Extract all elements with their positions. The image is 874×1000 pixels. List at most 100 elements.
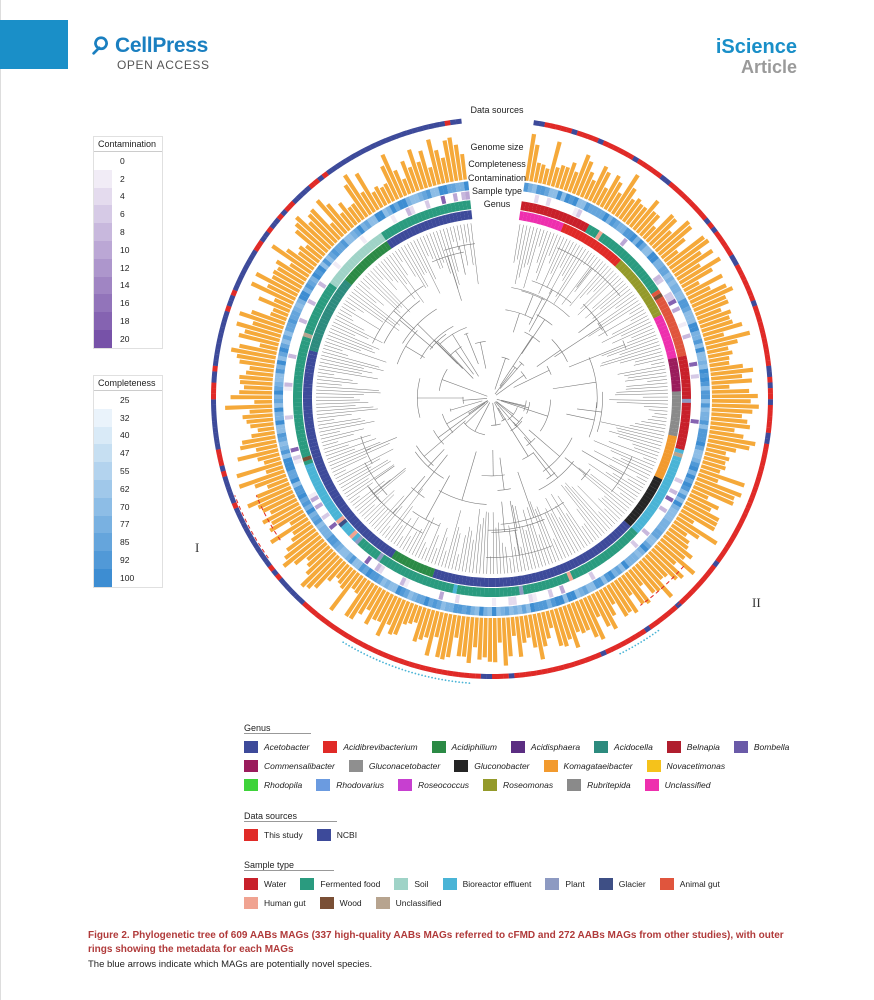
genome-size-bar (641, 557, 664, 580)
genus-label: Rhodopila (264, 780, 303, 790)
completeness-ring-segment (630, 551, 640, 562)
tree-leaf-branch (648, 409, 668, 412)
genus-legend-item: Acetobacter (244, 740, 309, 754)
genus-ring-segment (396, 233, 404, 243)
genome-size-bar (241, 435, 276, 445)
data-source-ring-segment (335, 161, 343, 169)
completeness-ring-segment (301, 499, 312, 508)
genus-ring-segment (557, 221, 565, 232)
novel-species-arrow-mark (382, 661, 384, 664)
sample-type-ring-segment (336, 270, 347, 279)
contamination-ring-segment (285, 422, 295, 429)
genome-size-bar (555, 164, 566, 189)
completeness-ring-segment (284, 460, 295, 468)
contamination-scale-row: 8 (94, 223, 162, 241)
sample-type-ring-segment (651, 289, 661, 298)
tree-internal-branch (466, 333, 479, 365)
data-source-ring-segment (760, 454, 768, 461)
data-source-ring-segment (727, 536, 735, 545)
tree-internal-branch (494, 367, 516, 395)
data-source-ring-segment (257, 550, 266, 559)
figure-caption: Figure 2. Phylogenetic tree of 609 AABs … (88, 929, 808, 970)
sample-type-ring-segment (317, 490, 328, 499)
sample-type-ring-segment (605, 547, 615, 558)
sample-type-ring-segment (460, 585, 466, 596)
data-source-ring-segment (560, 125, 568, 133)
novel-species-arrow-mark (622, 651, 625, 654)
sample-type-legend-item: Human gut (244, 896, 306, 910)
data-source-ring-segment (749, 491, 757, 499)
tree-leaf-branch (627, 478, 644, 489)
completeness-ring-segment (553, 596, 561, 607)
completeness-scale-label: 25 (120, 394, 130, 405)
contamination-scale-label: 4 (120, 191, 125, 202)
novel-species-arrow-mark (451, 680, 454, 683)
sample-type-ring-segment (316, 486, 326, 495)
genus-swatch (348, 760, 363, 772)
sample-type-ring-segment (673, 339, 684, 347)
contamination-ring-segment (338, 254, 347, 264)
journal-name: iScience (715, 36, 797, 58)
tree-leaf-branch (601, 318, 650, 343)
contamination-scale-row: 4 (94, 187, 162, 206)
genus-ring-segment (325, 304, 336, 313)
genus-ring-segment (664, 445, 675, 452)
genus-ring-segment (306, 431, 316, 437)
sample-type-ring-segment (396, 564, 404, 575)
sample-type-legend-item: Plant (545, 877, 585, 891)
completeness-ring-segment (508, 605, 514, 616)
sample-type-ring-segment (371, 237, 380, 247)
sample-type-ring-segment (293, 382, 303, 388)
contamination-ring-segment (345, 539, 354, 549)
publisher-name: CellPress (115, 34, 209, 57)
sample-type-ring-segment (399, 566, 408, 577)
data-source-ring-segment (218, 459, 225, 467)
sample-type-ring-segment (293, 386, 303, 392)
data-source-ring-segment (762, 343, 769, 350)
completeness-ring-segment (670, 503, 681, 512)
data-source-ring-segment (224, 481, 231, 489)
sample-type-ring-segment (398, 220, 406, 231)
sample-type-ring-segment (591, 228, 600, 239)
genus-label: Acidibrevibacterium (343, 742, 418, 752)
tree-leaf-branch (523, 228, 541, 289)
data-source-ring-segment (726, 249, 734, 257)
completeness-ring-segment (442, 184, 449, 195)
genus-ring-segment (592, 241, 601, 251)
data-source-ring-segment (217, 332, 224, 339)
completeness-ring-segment (517, 604, 523, 615)
contamination-ring-segment (686, 349, 696, 356)
sample-type-ring-segment (522, 584, 528, 595)
contamination-ring-segment (531, 593, 538, 602)
tree-leaf-branch (378, 263, 394, 282)
sample-type-ring-segment (681, 402, 691, 408)
genome-size-bar (424, 610, 440, 657)
contamination-ring-segment (290, 341, 300, 348)
sample-type-ring-segment (369, 547, 379, 558)
contamination-ring-segment (610, 230, 619, 240)
sample-type-ring-segment (432, 579, 440, 590)
sample-type-ring-segment (309, 473, 320, 481)
tree-internal-arc (512, 365, 518, 370)
genome-size-bar (638, 560, 674, 599)
tree-leaf-branch (508, 525, 516, 573)
contamination-ring-segment (675, 473, 685, 481)
genome-size-bar (602, 586, 616, 606)
data-source-ring-segment (330, 164, 339, 173)
novel-species-arrow-mark (348, 644, 350, 647)
data-source-ring-segment (599, 649, 608, 657)
sample-type-ring-segment (550, 208, 557, 219)
genus-ring-segment (427, 219, 434, 229)
completeness-ring-segment (561, 593, 570, 604)
genus-ring-segment (586, 237, 595, 247)
contamination-ring-segment (318, 508, 328, 517)
genome-size-bar (542, 168, 550, 185)
contamination-scale-label: 8 (120, 227, 125, 238)
tree-leaf-branch (324, 344, 343, 351)
completeness-ring-segment (692, 452, 703, 460)
sample-type-ring-segment (602, 550, 612, 560)
genus-ring-segment (584, 550, 593, 560)
contamination-ring-segment (352, 240, 362, 250)
tree-leaf-branch (514, 225, 528, 285)
sample-type-ring-segment (387, 226, 396, 237)
